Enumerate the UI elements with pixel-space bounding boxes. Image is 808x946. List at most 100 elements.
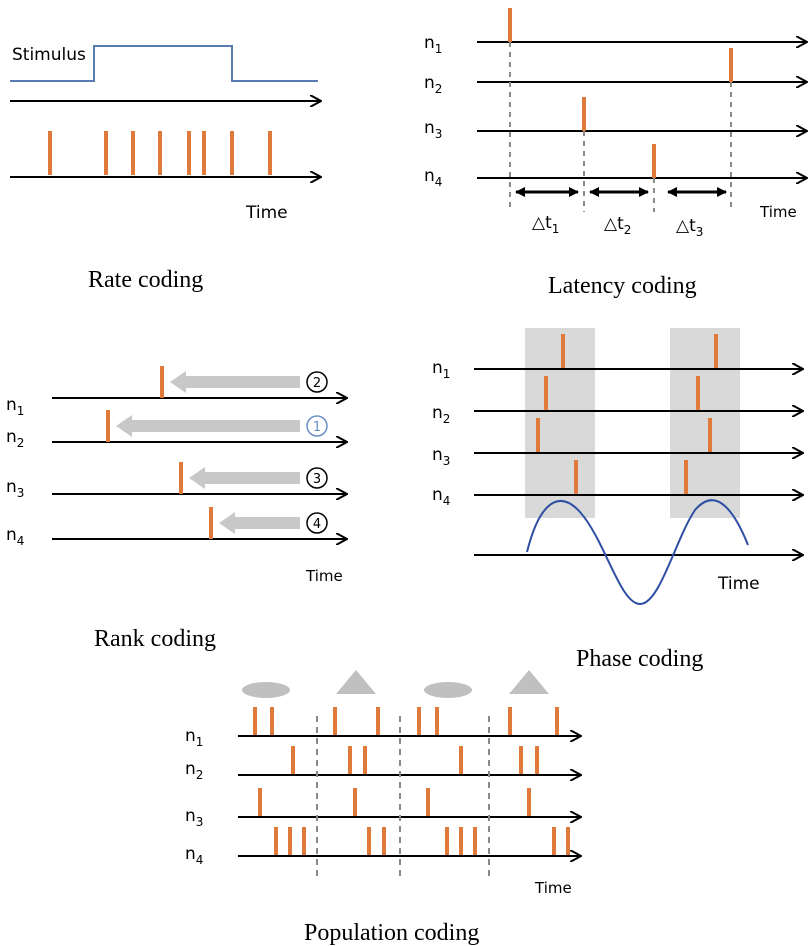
latency-spike-n4 [652,144,656,178]
phase-spike-n1-1 [561,334,565,368]
rate-spike-6 [202,131,206,175]
phase-spikes [536,334,718,494]
stimulus-triangle-1 [336,670,376,694]
pop-spike-n1-5 [417,707,421,735]
latency-n2-label: n2 [424,73,442,96]
pop-spike-n1-6 [435,707,439,735]
population-spikes [253,707,570,855]
rank-spikes [106,366,213,539]
rate-spike-4 [158,131,162,175]
latency-spike-n2 [729,48,733,82]
latency-dashed-guides [509,42,732,212]
latency-coding-panel: n1 n2 n3 n4 △t1 △t2 △t3 Time Latency cod… [424,8,806,299]
rank-n3-label: n3 [6,477,24,500]
pop-spike-n3-4 [527,788,531,816]
rank-arrow-head-n4 [219,512,235,534]
latency-n1-label: n1 [424,33,442,56]
rank-circle-n4 [306,512,328,534]
phase-spike-n4-1 [574,460,578,494]
phase-n4-label: n4 [432,485,450,508]
pop-spike-n2-6 [535,746,539,774]
stimulus-label: Stimulus [12,45,86,65]
latency-spike-n1 [508,8,512,42]
stimulus-ellipse-1 [242,682,290,698]
phase-spike-n1-2 [714,334,718,368]
phase-spike-n4-2 [684,460,688,494]
pop-spike-n2-1 [291,746,295,774]
rank-spike-n2 [106,410,110,442]
pop-spike-n4-7 [459,827,463,855]
rate-caption: Rate coding [88,267,203,293]
phase-time-label: Time [717,574,760,594]
rate-spike-3 [131,131,135,175]
rank-n1-label: n1 [6,395,24,418]
phase-spike-n3-1 [536,418,540,452]
phase-spike-n3-2 [708,418,712,452]
phase-n2-label: n2 [432,403,450,426]
pop-spike-n1-8 [555,707,559,735]
phase-coding-panel: n1 n2 n3 n4 Time Phase coding [432,328,802,672]
rank-circle-n2 [306,415,328,437]
rank-time-label: Time [305,567,343,585]
latency-neuron-labels: n1 n2 n3 n4 [424,33,442,189]
pop-spike-n1-2 [270,707,274,735]
pop-spike-n4-6 [445,827,449,855]
pop-spike-n3-1 [258,788,262,816]
rank-spike-n1 [160,366,164,398]
rank-arrow-body-n1 [184,376,300,388]
interval-label-3: △t3 [676,216,703,239]
pop-n3-label: n3 [185,806,203,829]
rank-spike-n4 [209,507,213,539]
rate-spikes [48,131,272,175]
pop-spike-n4-2 [288,827,292,855]
pop-spike-n1-7 [508,707,512,735]
phase-spike-n2-2 [696,376,700,410]
pop-time-label: Time [534,879,572,897]
phase-oscillation-wave [526,499,749,606]
rank-n2-label: n2 [6,427,24,450]
rank-number-n3: 3 [313,472,321,487]
latency-n3-label: n3 [424,118,442,141]
pop-spike-n2-5 [519,746,523,774]
phase-shade-window-2 [670,328,740,518]
phase-shade-window-1 [525,328,595,518]
pop-spike-n4-1 [274,827,278,855]
phase-n1-label: n1 [432,358,450,381]
rank-caption: Rank coding [94,626,216,652]
pop-spike-n2-4 [459,746,463,774]
pop-spike-n1-3 [333,707,337,735]
rank-number-n1: 2 [313,376,321,391]
pop-spike-n4-10 [566,827,570,855]
rank-arrow-body-n2 [130,420,300,432]
phase-spike-n2-1 [544,376,548,410]
rank-n4-label: n4 [6,525,24,548]
rank-circle-n3 [306,467,328,489]
pop-spike-n2-2 [348,746,352,774]
pop-spike-n1-1 [253,707,257,735]
pop-spike-n4-9 [552,827,556,855]
phase-n3-label: n3 [432,445,450,468]
rank-arrow-head-n2 [116,415,132,437]
latency-caption: Latency coding [548,273,697,299]
rank-number-n2: 1 [313,420,321,435]
latency-spikes [508,8,733,178]
rank-arrow-head-n1 [170,371,186,393]
rank-arrow-body-n3 [203,472,300,484]
pop-spike-n2-3 [363,746,367,774]
pop-spike-n4-8 [473,827,477,855]
rank-circle-n1 [306,371,328,393]
latency-time-label: Time [759,203,797,221]
latency-n4-label: n4 [424,166,442,189]
phase-caption: Phase coding [576,646,703,672]
latency-spike-n3 [582,97,586,131]
rank-arrow-body-n4 [233,517,300,529]
pop-n2-label: n2 [185,759,203,782]
pop-spike-n3-2 [353,788,357,816]
rate-spike-2 [104,131,108,175]
interval-label-1: △t1 [532,213,559,236]
pop-n1-label: n1 [185,726,203,749]
rank-spike-n3 [179,462,183,494]
pop-spike-n1-4 [376,707,380,735]
rank-arrow-head-n3 [189,467,205,489]
